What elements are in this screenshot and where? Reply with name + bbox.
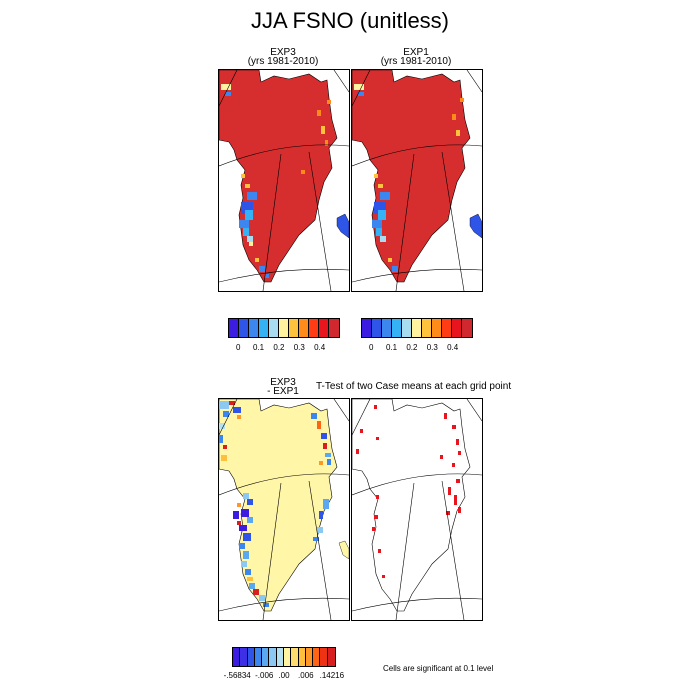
- colorbar-tick-label: .00: [278, 671, 290, 680]
- colorbar-swatch: [229, 319, 239, 337]
- colorbar-exp3-labels: 0 0.1 0.2 0.3 0.4: [228, 343, 338, 353]
- figure-title: JJA FSNO (unitless): [250, 8, 450, 33]
- panel-exp3-title-line2: (yrs 1981-2010): [247, 56, 319, 67]
- colorbar-tick-label: 0.3: [426, 343, 438, 352]
- colorbar-swatch: [452, 319, 462, 337]
- colorbar-swatch: [309, 319, 319, 337]
- panel-ttest-title: T-Test of two Case means at each grid po…: [316, 381, 512, 392]
- colorbar-swatch: [305, 648, 314, 666]
- panel-exp1-title: EXP1 (yrs 1981-2010): [346, 47, 486, 67]
- colorbar-exp1-labels: 0 0.1 0.2 0.3 0.4: [361, 343, 471, 353]
- map-panel-exp3: [218, 69, 350, 292]
- colorbar-tick-label: 0.3: [293, 343, 305, 352]
- panel-exp1-title-line1: EXP1: [403, 47, 429, 58]
- map-panel-diff: [218, 398, 350, 621]
- colorbar-swatch: [262, 648, 270, 666]
- colorbar-swatch: [320, 648, 328, 666]
- colorbar-swatch: [327, 648, 335, 666]
- colorbar-exp1: [361, 318, 473, 338]
- colorbar-swatch: [392, 319, 402, 337]
- colorbar-diff: [232, 647, 336, 667]
- colorbar-tick-label: .14216: [319, 671, 345, 680]
- greenland-snow-map-exp3: [219, 70, 349, 291]
- greenland-diff-map: [219, 399, 349, 620]
- colorbar-swatch: [299, 319, 309, 337]
- colorbar-tick-label: -.006: [255, 671, 274, 680]
- map-panel-exp1: [351, 69, 483, 292]
- panel-exp1-title-line2: (yrs 1981-2010): [380, 56, 452, 67]
- panel-exp3-title: EXP3 (yrs 1981-2010): [213, 47, 353, 67]
- colorbar-tick-label: 0.4: [314, 343, 326, 352]
- colorbar-tick-label: 0.1: [252, 343, 265, 352]
- colorbar-swatch: [269, 648, 277, 666]
- greenland-snow-map-exp1: [352, 70, 482, 291]
- panel-diff-title-line2: - EXP1: [267, 386, 299, 397]
- colorbar-swatch: [402, 319, 412, 337]
- colorbar-swatch: [283, 648, 292, 666]
- colorbar-tick-label: .006: [298, 671, 314, 680]
- colorbar-swatch: [289, 319, 299, 337]
- colorbar-diff-labels: -.56834 -.006 .00 .006 .14216: [224, 671, 344, 681]
- colorbar-swatch: [247, 648, 255, 666]
- panel-diff-title: EXP3 - EXP1: [213, 377, 353, 397]
- colorbar-tick-label: 0: [368, 343, 374, 352]
- colorbar-swatch: [313, 648, 321, 666]
- colorbar-swatch: [319, 319, 329, 337]
- colorbar-swatch: [382, 319, 392, 337]
- colorbar-swatch: [254, 648, 263, 666]
- colorbar-tick-label: -.56834: [223, 671, 251, 680]
- colorbar-tick-label: 0.2: [273, 343, 285, 352]
- colorbar-swatch: [239, 319, 249, 337]
- colorbar-swatch: [432, 319, 442, 337]
- colorbar-swatch: [412, 319, 422, 337]
- colorbar-exp3: [228, 318, 340, 338]
- colorbar-swatch: [442, 319, 452, 337]
- map-panel-ttest: [351, 398, 483, 621]
- greenland-ttest-map: [352, 399, 482, 620]
- colorbar-swatch: [298, 648, 306, 666]
- colorbar-tick-label: 0.1: [385, 343, 398, 352]
- colorbar-swatch: [362, 319, 372, 337]
- colorbar-swatch: [259, 319, 269, 337]
- colorbar-tick-label: 0.2: [406, 343, 418, 352]
- panel-exp3-title-line1: EXP3: [270, 47, 296, 58]
- colorbar-swatch: [249, 319, 259, 337]
- colorbar-swatch: [329, 319, 339, 337]
- colorbar-swatch: [422, 319, 432, 337]
- colorbar-swatch: [462, 319, 472, 337]
- colorbar-tick-label: 0: [235, 343, 241, 352]
- significance-note: Cells are significant at 0.1 level: [383, 664, 494, 673]
- panel-diff-title-line1: EXP3: [270, 377, 296, 388]
- colorbar-swatch: [372, 319, 382, 337]
- colorbar-swatch: [279, 319, 289, 337]
- colorbar-swatch: [276, 648, 284, 666]
- colorbar-swatch: [291, 648, 299, 666]
- colorbar-swatch: [269, 319, 279, 337]
- colorbar-tick-label: 0.4: [447, 343, 459, 352]
- colorbar-swatch: [233, 648, 241, 666]
- colorbar-swatch: [240, 648, 248, 666]
